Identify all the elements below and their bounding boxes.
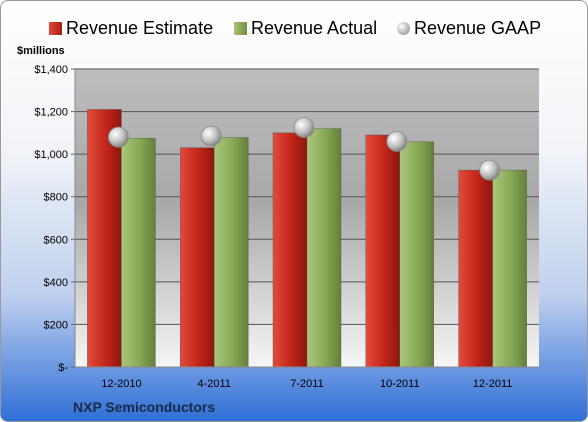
x-tick-label: 7-2011: [290, 378, 323, 390]
bar-revenue-actual: [492, 169, 527, 368]
bar-revenue-actual: [399, 141, 434, 368]
legend-swatch-revenue-actual: [234, 21, 247, 35]
bar-revenue-actual: [306, 128, 342, 368]
y-tick-label: $400: [44, 277, 68, 289]
marker-revenue-gaap: [479, 159, 501, 181]
y-axis-units-label: $millions: [17, 45, 65, 57]
legend-item-revenue-gaap: Revenue GAAP: [397, 15, 541, 41]
y-tick-label: $600: [44, 234, 68, 246]
bar-revenue-estimate: [179, 147, 215, 368]
x-tick-label: 12-2010: [101, 378, 141, 390]
marker-revenue-gaap: [108, 126, 129, 148]
x-tick-label: 10-2011: [380, 378, 420, 390]
y-tick-label: $1,200: [34, 107, 68, 119]
x-tick-label: 4-2011: [197, 378, 230, 390]
chart-legend: Revenue Estimate Revenue Actual Revenue …: [1, 15, 587, 41]
legend-item-revenue-actual: Revenue Actual: [234, 15, 377, 41]
legend-swatch-revenue-estimate: [49, 21, 62, 35]
marker-revenue-gaap: [293, 117, 315, 138]
legend-label-revenue-gaap: Revenue GAAP: [414, 17, 542, 38]
bars: [87, 109, 527, 368]
y-tick-label: $800: [44, 192, 68, 204]
bar-revenue-actual: [213, 137, 249, 368]
x-tick-label: 12-2011: [473, 378, 513, 390]
bar-revenue-actual: [121, 137, 156, 368]
y-tick-label: $1,400: [34, 64, 68, 76]
bar-revenue-estimate: [87, 109, 122, 368]
marker-revenue-gaap: [386, 130, 408, 152]
legend-label-revenue-actual: Revenue Actual: [251, 17, 378, 38]
marker-revenue-gaap: [200, 125, 222, 147]
legend-label-revenue-estimate: Revenue Estimate: [66, 17, 214, 38]
axes: $- $200 $400 $600 $800 $1,000 $1,200 $1,400 12-2…: [34, 64, 539, 390]
gaap-markers: [108, 117, 501, 181]
legend-marker-revenue-gaap: [397, 21, 410, 35]
bar-revenue-estimate: [272, 132, 308, 368]
bar-revenue-estimate: [365, 134, 400, 368]
y-tick-label: $200: [44, 319, 68, 331]
legend-item-revenue-estimate: Revenue Estimate: [49, 15, 213, 41]
y-tick-label: $-: [58, 362, 68, 374]
y-tick-label: $1,000: [34, 149, 68, 161]
bar-revenue-estimate: [458, 169, 493, 368]
company-name: NXP Semiconductors: [73, 399, 216, 415]
